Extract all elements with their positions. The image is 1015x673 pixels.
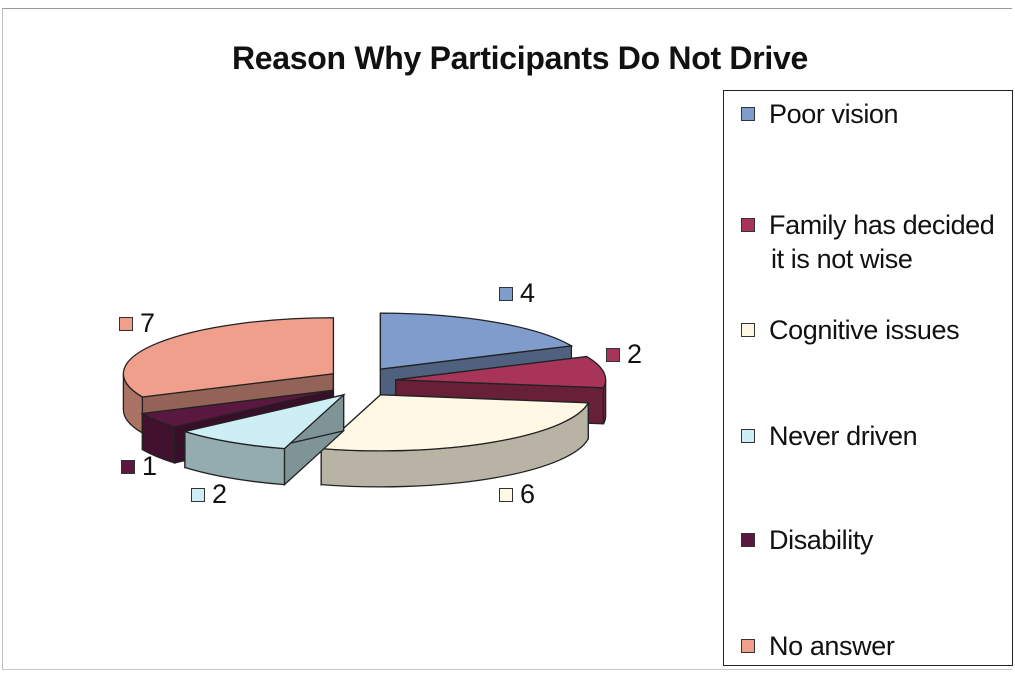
legend-item-family-decided: Family has decided it is not wise [741, 208, 1006, 277]
data-label-swatch [606, 348, 620, 362]
pie-slice-top [395, 355, 607, 389]
data-label-poor-vision: 4 [499, 278, 535, 309]
data-label-swatch [499, 488, 513, 502]
data-label-swatch [191, 488, 205, 502]
legend-label: Never driven [769, 421, 918, 451]
legend-swatch [741, 533, 755, 547]
data-label-value: 2 [627, 339, 642, 369]
legend-swatch [741, 639, 755, 653]
data-label-swatch [119, 317, 133, 331]
pie-chart [122, 312, 607, 488]
data-label-value: 1 [142, 451, 157, 481]
legend-item-disability: Disability [741, 523, 1006, 557]
legend-swatch [741, 323, 755, 337]
pie-slice-top [182, 393, 346, 450]
legend-item-no-answer: No answer [741, 629, 1006, 663]
legend-label: Poor vision [769, 99, 899, 129]
legend-label: Disability [769, 525, 874, 555]
data-label-cognitive-issues: 6 [499, 479, 535, 510]
pie-slice-top [122, 317, 335, 398]
data-label-no-answer: 7 [119, 308, 155, 339]
chart-title: Reason Why Participants Do Not Drive [232, 40, 808, 76]
data-label-swatch [499, 287, 513, 301]
data-label-disability: 1 [121, 451, 157, 482]
legend-swatch [741, 218, 755, 232]
data-label-value: 7 [140, 308, 155, 338]
data-label-never-driven: 2 [191, 479, 227, 510]
pie-slice-top [379, 312, 574, 370]
data-label-swatch [121, 460, 135, 474]
data-label-family-decided: 2 [606, 339, 642, 370]
pie-slice-top [140, 389, 334, 428]
legend-label: Cognitive issues [769, 315, 960, 345]
pie-slice-top [319, 394, 590, 452]
data-label-value: 4 [520, 278, 535, 308]
legend-item-never-driven: Never driven [741, 419, 1006, 453]
pie-slice [182, 393, 346, 487]
legend: Poor vision Family has decided it is not… [723, 90, 1013, 666]
legend-label: No answer [769, 631, 895, 661]
legend-label: Family has decided it is not wise [769, 210, 995, 275]
legend-swatch [741, 429, 755, 443]
data-label-value: 6 [520, 479, 535, 509]
data-label-value: 2 [212, 479, 227, 509]
legend-swatch [741, 107, 755, 121]
legend-item-poor-vision: Poor vision [741, 97, 1006, 131]
legend-item-cognitive-issues: Cognitive issues [741, 313, 1006, 347]
pie-slice [319, 393, 590, 488]
